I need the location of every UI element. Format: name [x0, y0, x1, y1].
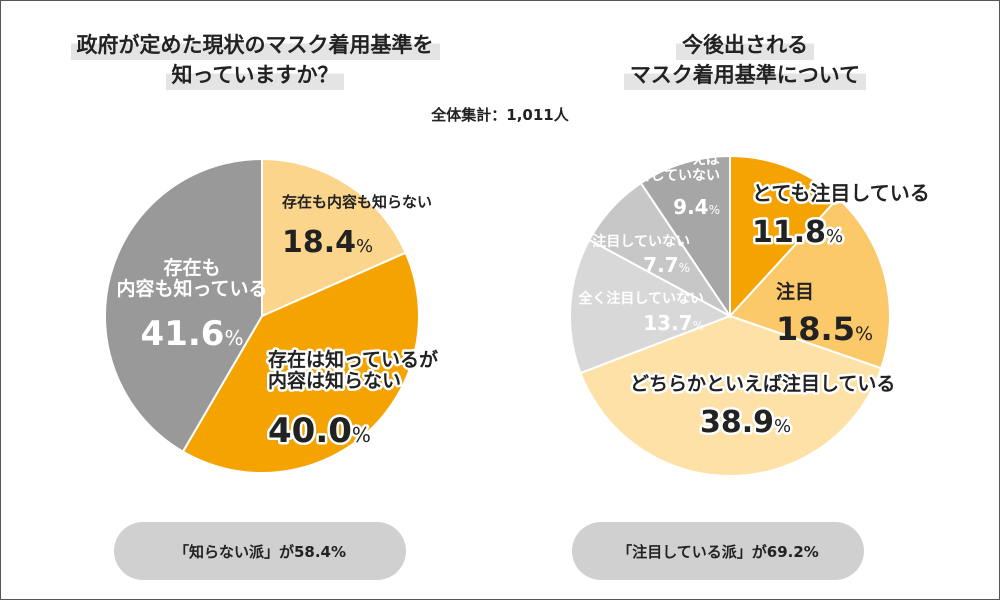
left-title-line-2: 知っていますか？	[165, 60, 345, 90]
pie-1-value-0: 11.8%	[752, 215, 843, 250]
pie-1-value-5-percent: %	[709, 203, 720, 217]
right-footer-text: 「注目している派」が69.2%	[617, 542, 819, 561]
left-footer-text: 「知らない派」が58.4%	[173, 542, 347, 561]
pie-1-value-2: 38.9%	[700, 405, 791, 440]
pie-1-label-5-line-0: どちらかといえば	[608, 152, 720, 168]
pie-1-value-3-number: 13.7	[643, 311, 692, 335]
pie-1-value-2-number: 38.9	[700, 405, 774, 440]
pie-0-value-0-number: 18.4	[282, 225, 356, 260]
pie-1	[569, 154, 891, 477]
pie-1-value-4: 7.7%	[643, 253, 690, 277]
pie-0	[103, 157, 420, 475]
pie-1-label-0-line-0: とても注目している	[752, 181, 930, 205]
pie-1-label-1-line-0: 注目	[776, 280, 814, 303]
right-title-line-2: マスク着用基準について	[623, 60, 867, 90]
right-title-line-1: 今後出される	[676, 30, 814, 60]
pie-0-label-2-line-1: 内容も知っている	[116, 277, 267, 300]
pie-1-value-1-number: 18.5	[776, 310, 855, 348]
pie-0-label-2-line-0: 存在も	[163, 256, 220, 279]
pie-1-label-2-line-0: どちらかといえば注目している	[630, 372, 895, 395]
left-chart-title: 政府が定めた現状のマスク着用基準を 知っていますか？	[30, 30, 480, 90]
pie-0-value-0-percent: %	[356, 236, 373, 257]
pie-0-slice-2	[103, 157, 263, 454]
pie-1-value-2-percent: %	[774, 416, 791, 437]
pie-0-value-2-percent: %	[224, 326, 243, 350]
pie-1-label-4-line-0: 注目していない	[592, 233, 690, 250]
pie-1-value-0-percent: %	[826, 226, 843, 247]
right-footer-pill: 「注目している派」が69.2%	[572, 522, 864, 580]
pie-1-slice-1	[728, 196, 891, 370]
pie-1-label-3-line-0: 全く注目していない	[577, 290, 704, 307]
pie-1-value-5-number: 9.4	[673, 195, 708, 219]
pie-1-value-1: 18.5%	[776, 310, 873, 348]
pie-0-value-1: 40.0%	[268, 411, 371, 451]
pie-0-slice-0	[261, 157, 408, 318]
pie-1-slice-5	[639, 154, 731, 320]
pie-0-slice-1	[181, 251, 420, 475]
pie-0-value-2-number: 41.6	[141, 314, 225, 354]
pie-0-value-1-percent: %	[352, 423, 371, 447]
pie-1-value-3: 13.7%	[643, 311, 704, 335]
pie-0-label-1-line-1: 内容は知らない	[268, 369, 401, 392]
pie-0-label-1-line-0: 存在は知っているが	[268, 348, 438, 371]
pie-1-slice-0	[729, 154, 840, 319]
left-title-line-1: 政府が定めた現状のマスク着用基準を	[70, 30, 440, 60]
pie-1-slice-3	[569, 238, 733, 375]
pie-1-label-5-line-1: 注目していない	[622, 167, 720, 184]
pie-1-slice-2	[579, 314, 883, 477]
summary-text: 全体集計：1,011人	[431, 106, 569, 124]
pie-1-value-5: 9.4%	[673, 195, 720, 219]
pie-1-value-1-percent: %	[855, 323, 873, 345]
pie-1-value-0-number: 11.8	[752, 215, 826, 250]
pie-0-label-0-line-0: 存在も内容も知らない	[282, 193, 432, 211]
pie-0-value-1-number: 40.0	[268, 411, 352, 451]
pie-1-value-4-number: 7.7	[643, 253, 678, 277]
pie-0-value-0: 18.4%	[282, 225, 373, 260]
pie-1-value-3-percent: %	[693, 319, 704, 333]
pie-1-value-4-percent: %	[679, 261, 690, 275]
pie-0-value-2: 41.6%	[141, 314, 244, 354]
right-chart-title: 今後出される マスク着用基準について	[520, 30, 970, 90]
left-footer-pill: 「知らない派」が58.4%	[114, 522, 406, 580]
